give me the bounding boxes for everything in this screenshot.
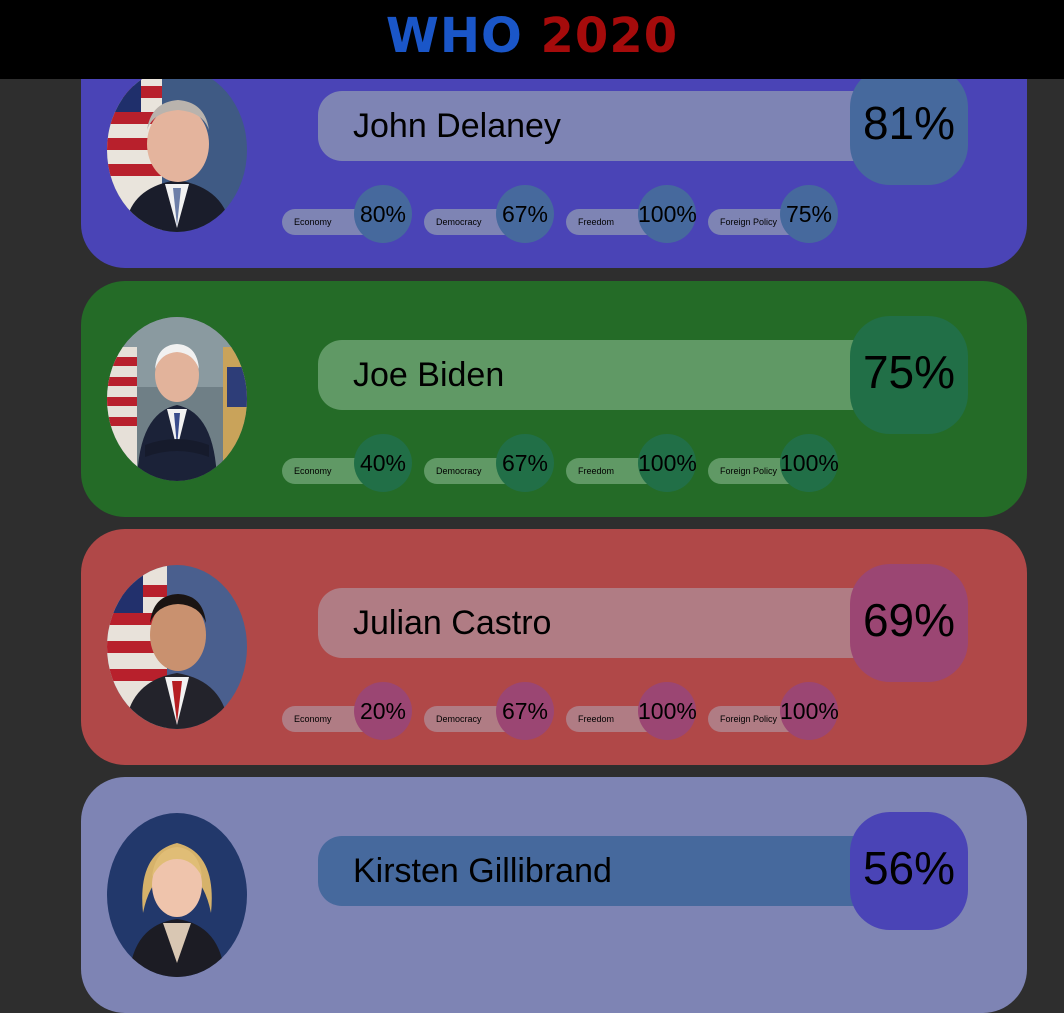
metric-value: 40% (359, 450, 407, 476)
who-2020-logo[interactable]: WHO 2020 (386, 8, 678, 64)
metric-democracy: Democracy 67% (424, 682, 554, 742)
logo-year-text: 2020 (540, 8, 679, 64)
metric-circle (780, 185, 838, 243)
metric-circle (780, 682, 838, 740)
metric-value: 100% (638, 450, 697, 476)
metric-value: 100% (638, 698, 697, 724)
candidate-card-joe-biden[interactable]: Joe Biden 75% Economy 40% Democracy 67% … (81, 281, 1027, 517)
match-score: 69% (862, 594, 956, 646)
metric-circle (496, 682, 554, 740)
metric-circle (780, 434, 838, 492)
metric-circle (354, 185, 412, 243)
metric-value: 67% (501, 201, 549, 227)
name-bar: John Delaney (318, 91, 878, 161)
metric-circle (638, 434, 696, 492)
metric-circle (496, 185, 554, 243)
candidate-name: Julian Castro (353, 604, 552, 642)
metric-label: Foreign Policy (720, 466, 778, 476)
metric-label: Freedom (578, 466, 615, 476)
metric-circle (638, 682, 696, 740)
match-score-bubble: 81% (850, 67, 968, 185)
metric-value: 20% (359, 698, 407, 724)
candidate-name: John Delaney (353, 107, 561, 145)
metric-value: 100% (780, 450, 839, 476)
match-score: 81% (862, 97, 956, 149)
candidate-name: Joe Biden (353, 356, 505, 394)
candidate-photo (107, 68, 247, 232)
metric-circle (496, 434, 554, 492)
metric-value: 67% (501, 450, 549, 476)
metric-foreign-policy: Foreign Policy 75% (708, 185, 838, 245)
metric-label: Democracy (436, 714, 482, 724)
match-score-bubble: 69% (850, 564, 968, 682)
metric-value: 100% (638, 201, 697, 227)
metric-democracy: Democracy 67% (424, 434, 554, 494)
metric-label: Democracy (436, 466, 482, 476)
metric-label: Freedom (578, 714, 615, 724)
metric-circle (354, 682, 412, 740)
metric-value: 100% (780, 698, 839, 724)
candidate-photo (107, 565, 247, 729)
metric-value: 80% (359, 201, 407, 227)
metric-democracy: Democracy 67% (424, 185, 554, 245)
metric-freedom: Freedom 100% (566, 434, 697, 494)
candidate-photo (107, 317, 247, 481)
app-header: WHO 2020 (0, 0, 1064, 79)
metric-label: Economy (294, 466, 332, 476)
metric-value: 75% (785, 201, 833, 227)
name-bar: Julian Castro (318, 588, 878, 658)
metric-freedom: Freedom 100% (566, 185, 697, 245)
candidate-photo (107, 813, 247, 977)
metric-economy: Economy 40% (282, 434, 412, 494)
candidate-card-kirsten-gillibrand[interactable]: Kirsten Gillibrand 56% (81, 777, 1027, 1013)
logo-who-text: WHO (385, 8, 523, 64)
metric-economy: Economy 80% (282, 185, 412, 245)
candidate-name: Kirsten Gillibrand (353, 852, 612, 890)
match-score: 56% (862, 842, 956, 894)
candidate-card-julian-castro[interactable]: Julian Castro 69% Economy 20% Democracy … (81, 529, 1027, 765)
metric-circle (354, 434, 412, 492)
metric-foreign-policy: Foreign Policy 100% (708, 682, 839, 742)
metric-freedom: Freedom 100% (566, 682, 697, 742)
match-score-bubble: 56% (850, 812, 968, 930)
metric-economy: Economy 20% (282, 682, 412, 742)
metric-value: 67% (501, 698, 549, 724)
name-bar: Kirsten Gillibrand (318, 836, 878, 906)
metric-label: Economy (294, 714, 332, 724)
metric-label: Freedom (578, 217, 615, 227)
candidate-list: John Delaney 81% Economy 80% Democracy 6… (81, 32, 1027, 1013)
match-score: 75% (862, 346, 956, 398)
metric-label: Economy (294, 217, 332, 227)
name-bar: Joe Biden (318, 340, 878, 410)
metric-label: Foreign Policy (720, 217, 778, 227)
metric-foreign-policy: Foreign Policy 100% (708, 434, 839, 494)
metric-circle (638, 185, 696, 243)
metric-label: Democracy (436, 217, 482, 227)
match-score-bubble: 75% (850, 316, 968, 434)
metric-label: Foreign Policy (720, 714, 778, 724)
